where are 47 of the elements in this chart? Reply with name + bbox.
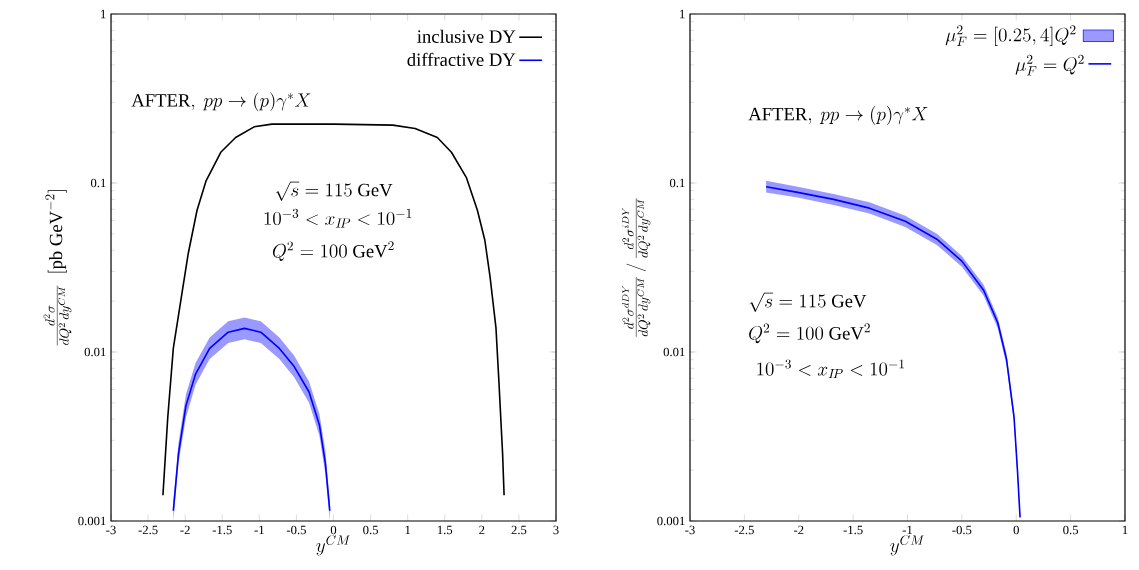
x-tick-label: -3 (106, 525, 116, 535)
x-tick-label: 1.5 (437, 525, 453, 535)
x-tick-label: -2 (793, 525, 804, 535)
annotation: $10^{-3}<x_{I\!P}<10^{-1}$ (757, 359, 904, 379)
annotation: $\mathrm{AFTER},\ pp\rightarrow(p)\gamma^{*}X$ (131, 92, 311, 112)
y-tick-label: 0.1 (669, 178, 685, 188)
annotation: $10^{-3}<x_{I\!P}<10^{-1}$ (264, 208, 412, 228)
annotation: $\mathrm{AFTER},\ pp\rightarrow(p)\gamma^{*}X$ (748, 105, 928, 126)
legend-label: $\mu_F^2=Q^2$ (1015, 54, 1084, 76)
x-tick-label: 1 (405, 525, 411, 535)
x-tick-label: 0.5 (363, 525, 379, 535)
y-tick-label: 0.01 (663, 347, 685, 357)
x-tick-label: 1 (1122, 525, 1128, 535)
x-tick-label: -1.5 (843, 525, 863, 535)
legend-label: diffractive DY (407, 52, 516, 67)
y-tick-label: 0.001 (78, 516, 106, 526)
x-tick-label: 2.5 (511, 525, 527, 535)
x-axis-title: $y^{CM}$ (890, 535, 925, 556)
x-tick-label: -1 (254, 525, 264, 535)
x-tick-label: -0.5 (286, 525, 306, 535)
y-tick-label: 0.01 (84, 347, 106, 357)
y-axis-title: $\frac{d^2\sigma}{dQ^2\,dy^{CM}}\ \ [\mathrm{pb\ GeV}^{-2}]$ (43, 190, 72, 346)
x-tick-label: -1 (902, 525, 913, 535)
y-tick-label: 0.001 (657, 516, 685, 526)
x-tick-label: 0 (1013, 525, 1019, 535)
y-tick-label: 1 (680, 9, 685, 19)
x-tick-label: -2.5 (138, 525, 158, 535)
legend-label: inclusive DY (417, 29, 516, 43)
y-axis-title: $\frac{d^2\sigma^{dDY}}{dQ^2\,dy^{CM}}\,\Big/\,\frac{d^2\sigma^{iDY}}{dQ^2\,dy^{CM}}$ (622, 198, 651, 337)
y-tick-label: 0.1 (90, 178, 106, 188)
y-tick-label: 1 (101, 9, 106, 19)
x-tick-label: -2.5 (734, 525, 754, 535)
x-tick-label: 2 (479, 525, 485, 535)
annotation: $Q^2=100\ \mathrm{GeV}^2$ (272, 241, 394, 262)
annotation: $Q^2=100\ \mathrm{GeV}^2$ (749, 323, 870, 344)
x-tick-label: -2 (180, 525, 190, 535)
x-axis-title: $y^{CM}$ (316, 535, 351, 556)
x-tick-label: -0.5 (952, 525, 972, 535)
x-tick-label: 3 (553, 525, 559, 535)
line-series (162, 123, 505, 497)
annotation: $\sqrt{s}=115\ \mathrm{GeV}$ (275, 181, 393, 201)
x-tick-label: 0.5 (1063, 525, 1079, 535)
x-tick-label: 0 (330, 525, 337, 535)
x-tick-label: -3 (685, 525, 695, 535)
annotation: $\sqrt{s}=115\ \mathrm{GeV}$ (749, 292, 867, 312)
annotation: $\mu_F^2=[0.25,4]Q^2$ (945, 25, 1076, 46)
x-tick-label: -1.5 (212, 525, 232, 535)
